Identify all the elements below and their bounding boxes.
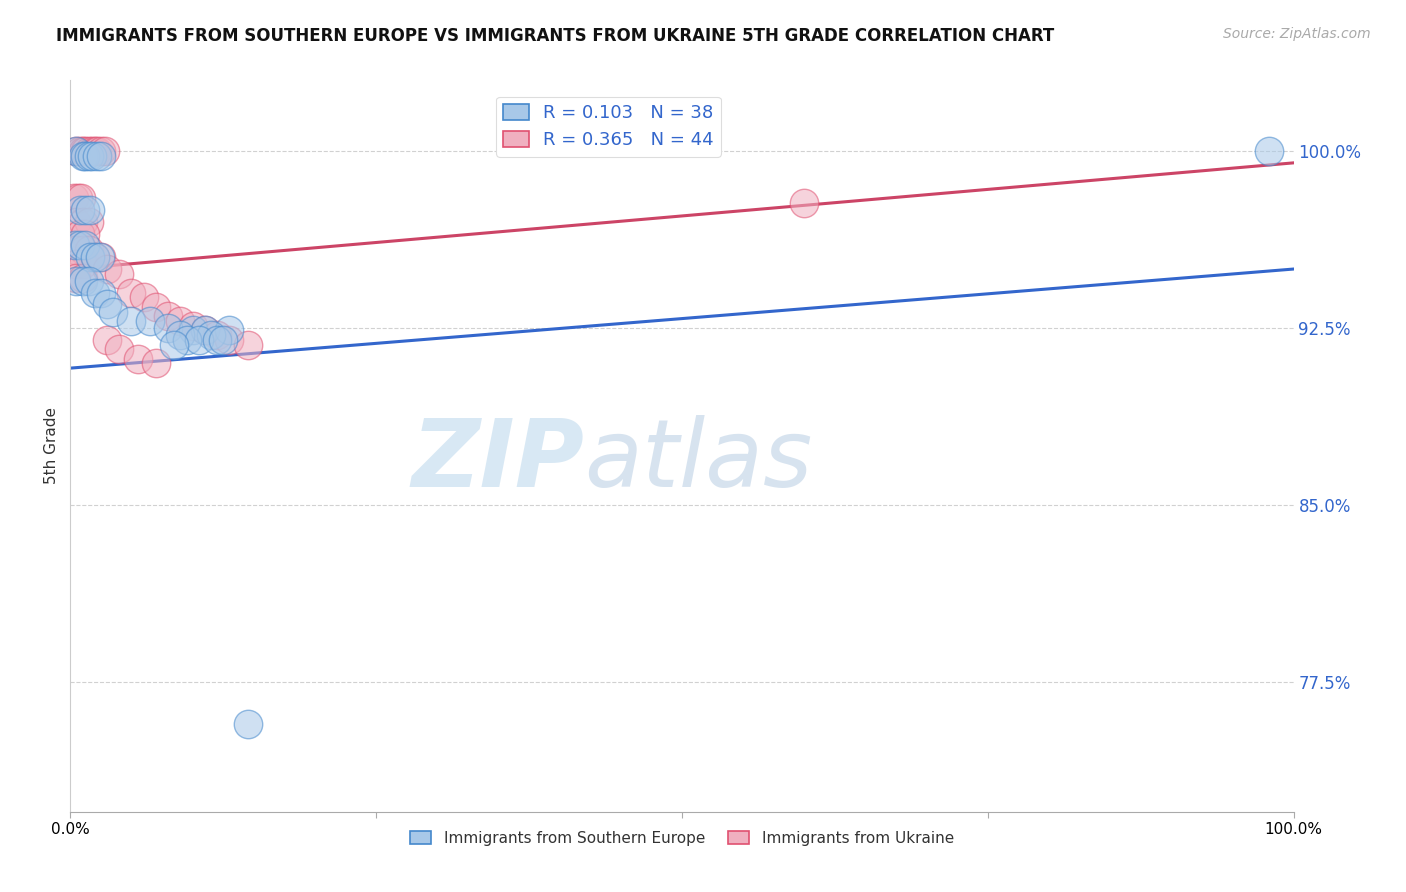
Point	[86, 149, 108, 163]
Point	[89, 250, 111, 264]
Point	[73, 202, 96, 217]
Point	[145, 356, 167, 370]
Point	[72, 274, 94, 288]
Point	[82, 149, 104, 163]
Point	[86, 144, 108, 158]
Point	[72, 271, 94, 285]
Point	[181, 318, 204, 333]
Point	[65, 243, 87, 257]
Point	[66, 191, 89, 205]
Point	[65, 144, 87, 158]
Point	[63, 191, 86, 205]
Point	[69, 202, 91, 217]
Point	[132, 290, 155, 304]
Point	[72, 257, 94, 271]
Legend: Immigrants from Southern Europe, Immigrants from Ukraine: Immigrants from Southern Europe, Immigra…	[404, 824, 960, 852]
Point	[176, 333, 198, 347]
Point	[69, 238, 91, 252]
Point	[93, 144, 115, 158]
Point	[169, 328, 191, 343]
Point	[127, 351, 149, 366]
Point	[65, 257, 87, 271]
Point	[108, 343, 131, 357]
Point	[82, 144, 104, 158]
Point	[163, 337, 186, 351]
Point	[101, 304, 124, 318]
Point	[194, 323, 217, 337]
Point	[181, 323, 204, 337]
Point	[73, 238, 96, 252]
Point	[65, 144, 87, 158]
Point	[205, 333, 228, 347]
Point	[73, 144, 96, 158]
Point	[77, 215, 100, 229]
Point	[121, 285, 143, 300]
Point	[69, 144, 91, 158]
Point	[236, 717, 259, 731]
Point	[65, 271, 87, 285]
Point	[96, 297, 118, 311]
Text: ZIP: ZIP	[411, 415, 583, 507]
Y-axis label: 5th Grade: 5th Grade	[44, 408, 59, 484]
Text: Source: ZipAtlas.com: Source: ZipAtlas.com	[1223, 27, 1371, 41]
Point	[157, 310, 180, 324]
Point	[1258, 144, 1281, 158]
Point	[77, 144, 100, 158]
Point	[90, 144, 112, 158]
Text: IMMIGRANTS FROM SOUTHERN EUROPE VS IMMIGRANTS FROM UKRAINE 5TH GRADE CORRELATION: IMMIGRANTS FROM SOUTHERN EUROPE VS IMMIG…	[56, 27, 1054, 45]
Point	[108, 267, 131, 281]
Point	[69, 227, 91, 241]
Point	[236, 337, 259, 351]
Point	[65, 274, 87, 288]
Point	[72, 149, 94, 163]
Point	[157, 321, 180, 335]
Text: atlas: atlas	[583, 415, 813, 506]
Point	[79, 250, 101, 264]
Point	[79, 202, 101, 217]
Point	[77, 274, 100, 288]
Point	[72, 144, 94, 158]
Point	[212, 333, 235, 347]
Point	[96, 262, 118, 277]
Point	[96, 333, 118, 347]
Point	[72, 243, 94, 257]
Point	[793, 196, 815, 211]
Point	[90, 250, 112, 264]
Point	[205, 328, 228, 343]
Point	[194, 323, 217, 337]
Point	[72, 215, 94, 229]
Point	[90, 149, 112, 163]
Point	[187, 333, 209, 347]
Point	[73, 149, 96, 163]
Point	[83, 250, 105, 264]
Point	[63, 238, 86, 252]
Point	[83, 250, 105, 264]
Point	[218, 333, 240, 347]
Point	[77, 149, 100, 163]
Point	[200, 328, 222, 343]
Point	[65, 215, 87, 229]
Point	[139, 314, 162, 328]
Point	[121, 314, 143, 328]
Point	[90, 285, 112, 300]
Point	[70, 191, 93, 205]
Point	[145, 300, 167, 314]
Point	[83, 144, 105, 158]
Point	[169, 314, 191, 328]
Point	[218, 323, 240, 337]
Point	[73, 227, 96, 241]
Point	[77, 243, 100, 257]
Point	[83, 285, 105, 300]
